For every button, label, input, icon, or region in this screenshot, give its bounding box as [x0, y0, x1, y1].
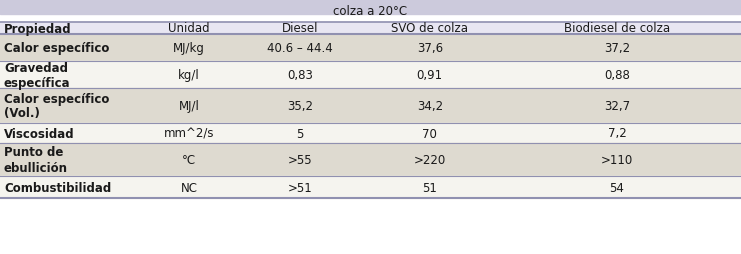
Text: 0,91: 0,91: [416, 69, 443, 82]
Text: mm^2/s: mm^2/s: [164, 127, 214, 140]
Bar: [0, 89, 741, 123]
Text: Combustibilidad: Combustibilidad: [4, 181, 111, 194]
Text: Diesel: Diesel: [282, 22, 319, 35]
Bar: [0, 144, 741, 176]
Text: 5: 5: [296, 127, 304, 140]
Text: Viscosidad: Viscosidad: [4, 127, 75, 140]
Text: >51: >51: [288, 181, 313, 194]
Text: Calor específico: Calor específico: [4, 42, 110, 55]
Text: kg/l: kg/l: [178, 69, 200, 82]
Text: 54: 54: [609, 181, 625, 194]
Text: 0,83: 0,83: [288, 69, 313, 82]
Text: Biodiesel de colza: Biodiesel de colza: [564, 22, 670, 35]
Bar: [0, 123, 741, 144]
Text: 40.6 – 44.4: 40.6 – 44.4: [268, 42, 333, 55]
Text: Calor específico
(Vol.): Calor específico (Vol.): [4, 92, 110, 120]
Bar: [0, 35, 741, 62]
Text: 37,6: 37,6: [416, 42, 443, 55]
Text: 51: 51: [422, 181, 437, 194]
Text: 7,2: 7,2: [608, 127, 626, 140]
Text: 34,2: 34,2: [416, 100, 443, 113]
Text: MJ/l: MJ/l: [179, 100, 199, 113]
Text: >110: >110: [601, 153, 633, 166]
Bar: [0, 62, 741, 89]
Text: >55: >55: [288, 153, 313, 166]
Bar: [0, 0, 741, 15]
Text: 32,7: 32,7: [604, 100, 630, 113]
Text: MJ/kg: MJ/kg: [173, 42, 205, 55]
Text: 37,2: 37,2: [604, 42, 630, 55]
Text: SVO de colza: SVO de colza: [391, 22, 468, 35]
Text: NC: NC: [181, 181, 197, 194]
Text: >220: >220: [413, 153, 446, 166]
Text: colza a 20°C: colza a 20°C: [333, 5, 408, 18]
Text: °C: °C: [182, 153, 196, 166]
Text: 0,88: 0,88: [604, 69, 630, 82]
Bar: [0, 23, 741, 35]
Text: Punto de
ebullición: Punto de ebullición: [4, 146, 68, 174]
Bar: [0, 176, 741, 198]
Text: Unidad: Unidad: [168, 22, 210, 35]
Text: Propiedad: Propiedad: [4, 22, 72, 35]
Text: 70: 70: [422, 127, 437, 140]
Text: 35,2: 35,2: [287, 100, 313, 113]
Text: Gravedad
específica: Gravedad específica: [4, 61, 70, 89]
